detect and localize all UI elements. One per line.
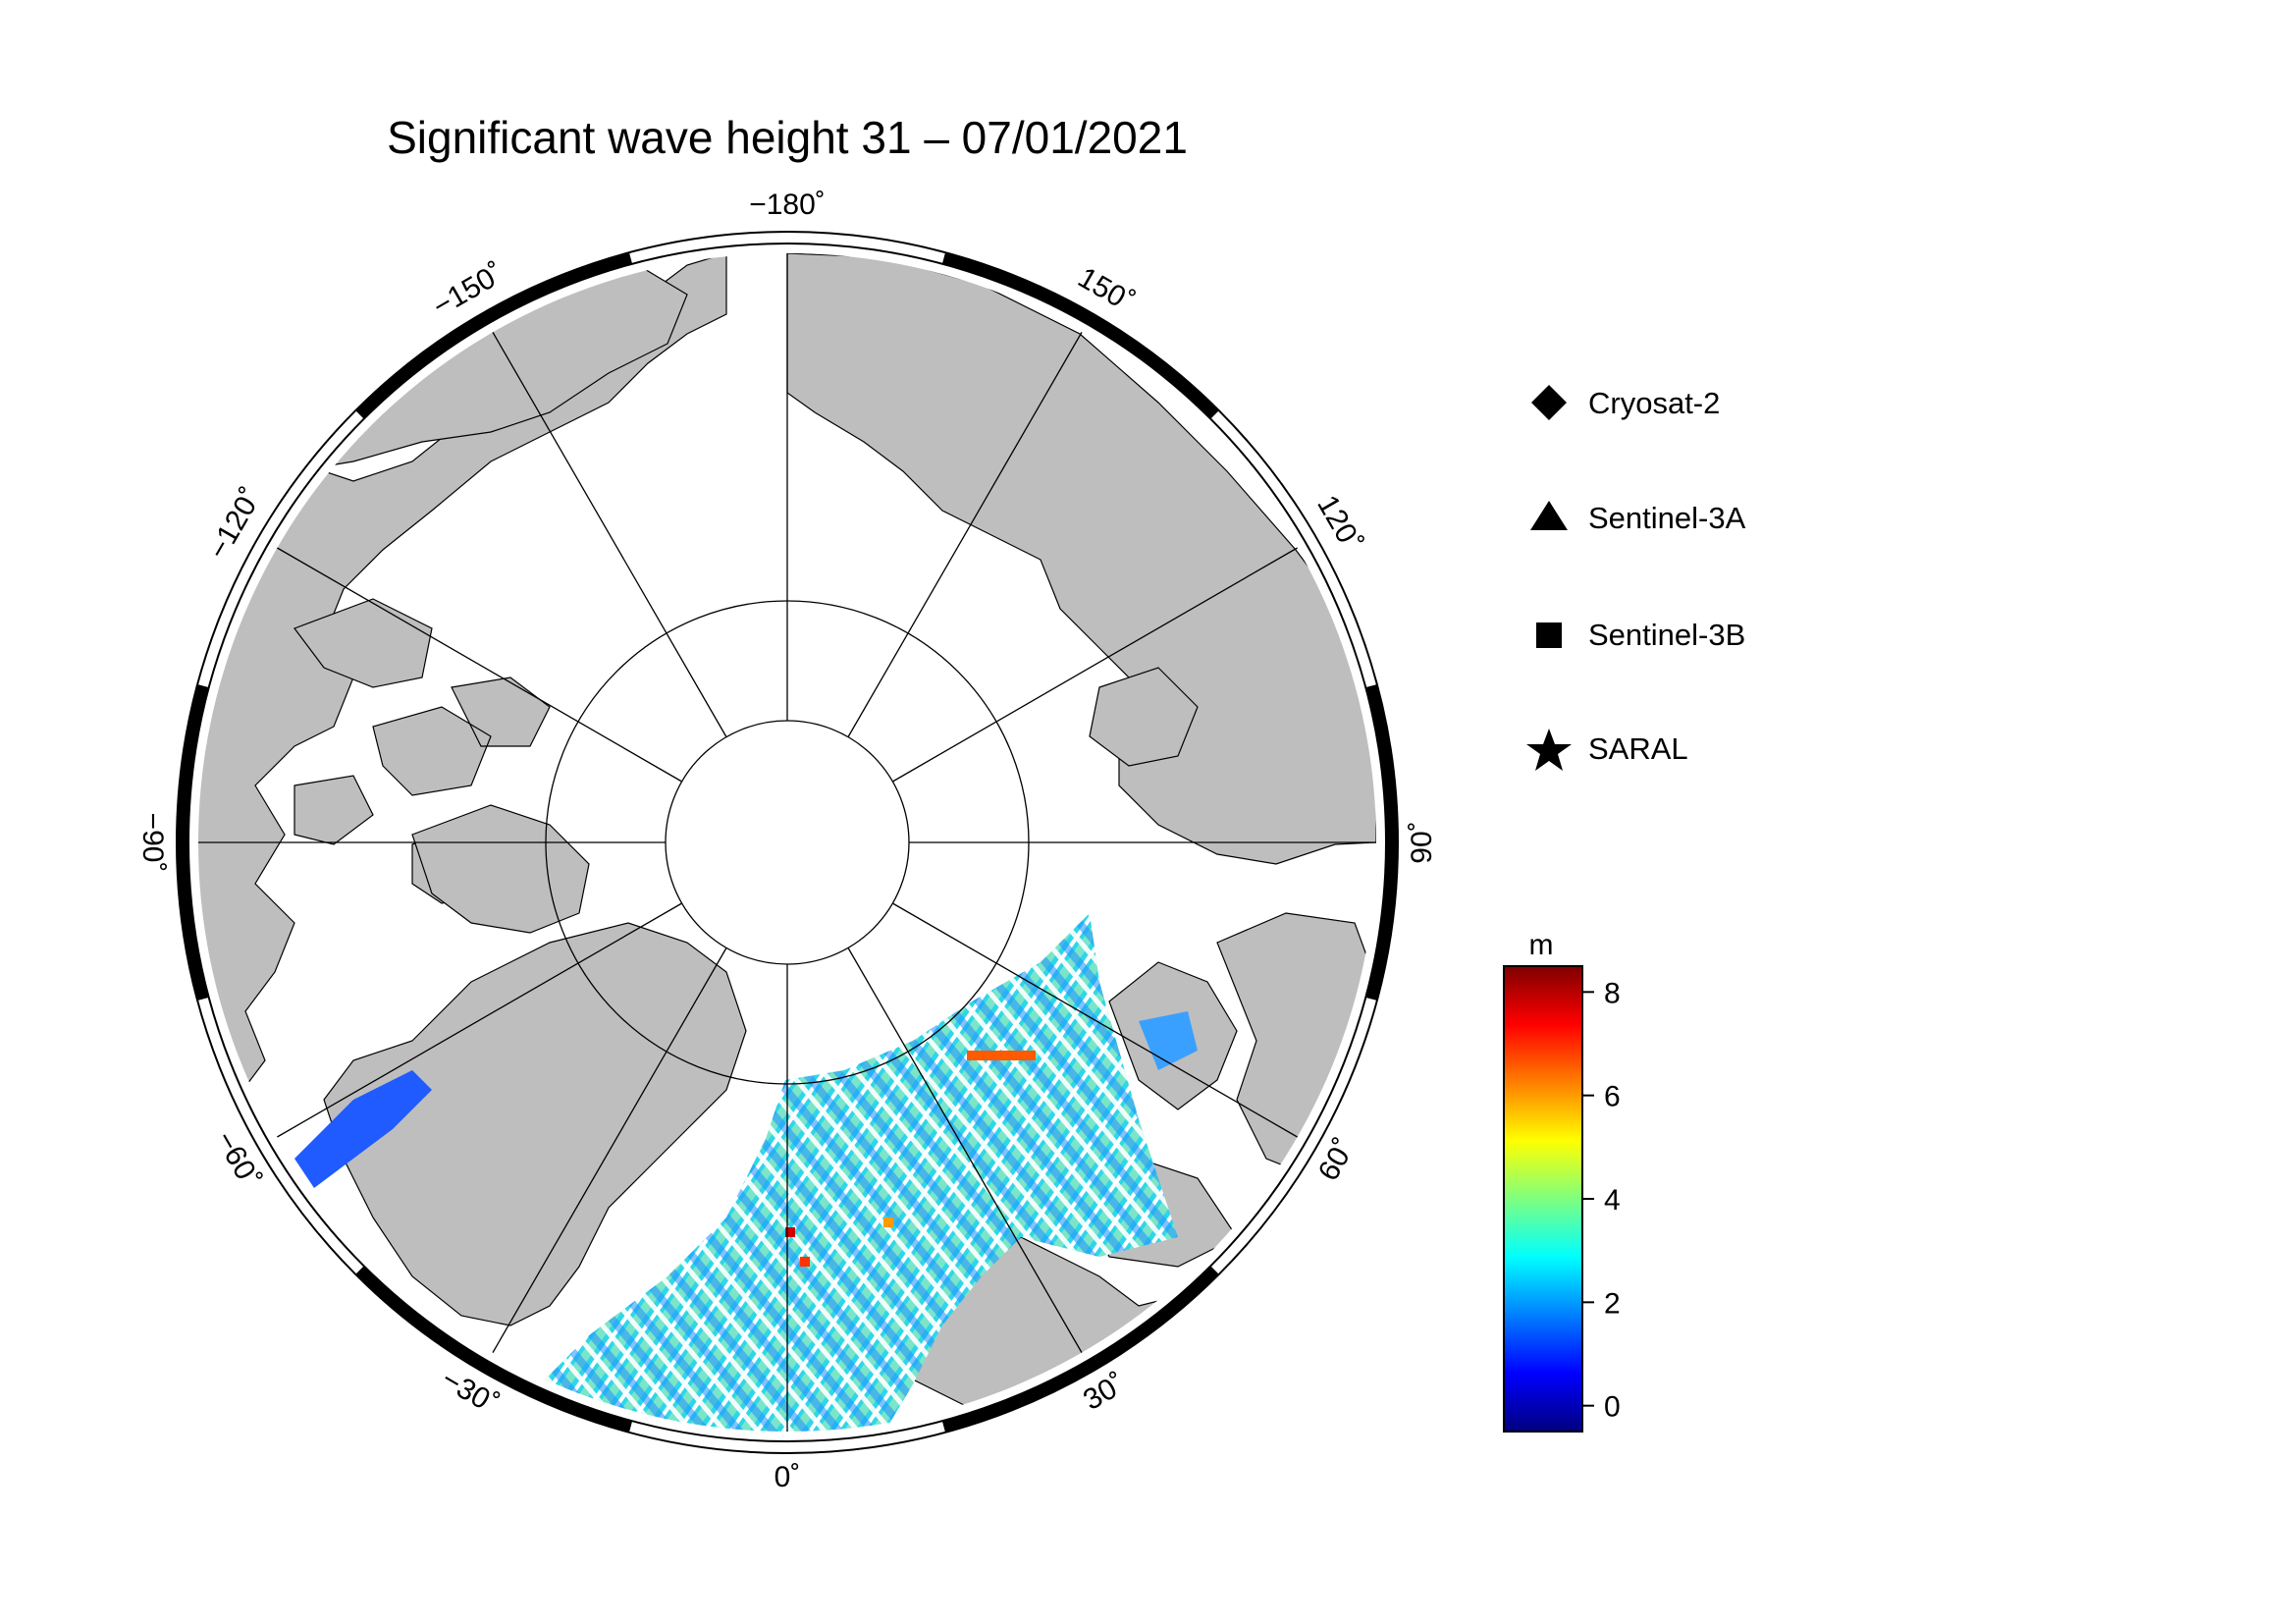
colorbar-tick-label: 4 <box>1604 1184 1621 1217</box>
legend-label-sentinel-3b: Sentinel-3B <box>1588 618 1745 652</box>
square-icon <box>1536 622 1562 648</box>
meridian-lines <box>198 253 1376 1432</box>
frame-segment <box>355 1266 633 1433</box>
high-wave-spot-3 <box>883 1217 893 1227</box>
land-greenland <box>323 922 747 1326</box>
map-title: Significant wave height 31 – 07/01/2021 <box>387 112 1188 163</box>
colorbar-tick-label: 2 <box>1604 1287 1621 1320</box>
tracks-overlay <box>510 913 1178 1432</box>
frame-segment <box>1365 684 1398 1001</box>
meridian-line <box>492 332 727 737</box>
legend-label-sentinel-3a: Sentinel-3A <box>1588 501 1746 535</box>
frame-segment <box>177 684 209 1001</box>
meridian-line <box>492 947 727 1353</box>
meridian-line <box>892 547 1298 783</box>
polar-map: −180˚−150˚−120˚−90˚−60˚−30˚0˚30˚60˚90˚12… <box>136 189 1438 1493</box>
meridian-label: −120˚ <box>202 482 268 565</box>
meridian-line <box>847 332 1083 737</box>
meridian-label: −60˚ <box>209 1126 267 1194</box>
meridian-line <box>277 902 682 1138</box>
diamond-icon <box>1531 385 1567 420</box>
meridian-label: 0˚ <box>774 1461 801 1493</box>
land-siberia <box>786 253 1376 865</box>
altimeter-tracks <box>294 913 1198 1432</box>
colorbar-tick-label: 8 <box>1604 977 1621 1009</box>
high-wave-spot-1 <box>785 1227 795 1237</box>
star-icon <box>1526 729 1572 771</box>
meridian-label: 90˚ <box>1406 821 1438 863</box>
legend-label-cryosat-2: Cryosat-2 <box>1588 386 1720 420</box>
map-frame-outer <box>176 231 1399 1454</box>
meridian-line <box>277 547 682 783</box>
triangle-icon <box>1530 501 1568 530</box>
tracks-baffin <box>294 1070 432 1188</box>
colorbar-tick-label: 0 <box>1604 1391 1621 1424</box>
high-wave-spot-2 <box>800 1257 810 1267</box>
land-canadian-islands <box>294 598 551 904</box>
meridian-label: −180˚ <box>749 189 826 221</box>
colorbar: m 0 2 4 6 8 <box>1503 929 1621 1433</box>
colorbar-gradient <box>1503 965 1583 1433</box>
satellite-legend: Cryosat-2 Sentinel-3A Sentinel-3B SARAL <box>1526 385 1746 771</box>
meridian-line <box>892 902 1298 1138</box>
legend-label-saral: SARAL <box>1588 731 1688 766</box>
high-wave-band <box>967 1051 1036 1060</box>
meridian-label: −90˚ <box>136 813 169 873</box>
colorbar-ticks: 0 2 4 6 8 <box>1582 977 1621 1424</box>
frame-segment <box>941 252 1219 419</box>
frame-segment <box>355 252 633 419</box>
tracks-barents-east <box>1139 1011 1198 1070</box>
graticule <box>198 253 1376 1432</box>
meridian-line <box>847 947 1083 1353</box>
map-frame-ticks <box>177 252 1398 1433</box>
land-ellesmere <box>411 804 590 934</box>
meridian-label: 120˚ <box>1310 490 1368 558</box>
colorbar-unit-label: m <box>1529 929 1554 961</box>
frame-segment <box>941 1266 1219 1433</box>
land-taimyr <box>1089 667 1199 767</box>
colorbar-tick-label: 6 <box>1604 1081 1621 1113</box>
